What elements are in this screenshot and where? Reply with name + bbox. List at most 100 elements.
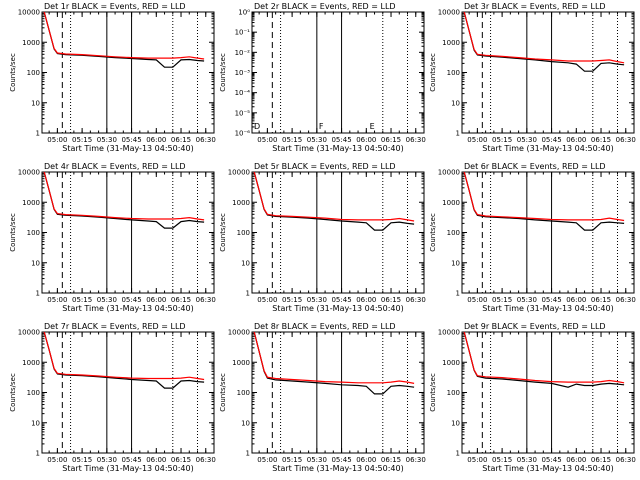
y-tick-label: 10 <box>451 99 460 107</box>
y-tick-label: 1 <box>456 290 460 298</box>
y-tick-label: 1 <box>456 130 460 138</box>
x-tick-label: 05:45 <box>331 136 351 144</box>
series-lld-line <box>43 11 205 60</box>
x-tick-label: 06:15 <box>381 136 401 144</box>
plot-frame <box>461 171 635 294</box>
x-axis-label: Start Time (31-May-13 04:50:40) <box>482 144 613 153</box>
x-tick-label: 06:30 <box>616 296 636 304</box>
panel-title: Det 1r BLACK = Events, RED = LLD <box>44 2 186 11</box>
plot-frame <box>461 331 635 454</box>
panel-det-6: Det 6r BLACK = Events, RED = LLD Counts/s… <box>429 162 636 313</box>
panel-det-3: Det 3r BLACK = Events, RED = LLD Counts/s… <box>429 2 636 153</box>
series-lld-line <box>463 11 625 64</box>
y-tick-label: 10⁻⁴ <box>235 89 251 97</box>
x-axis-label: Start Time (31-May-13 04:50:40) <box>62 144 193 153</box>
x-tick-label: 05:30 <box>517 136 537 144</box>
panel-det-1: Det 1r BLACK = Events, RED = LLD Counts/s… <box>9 2 216 153</box>
marker-label: E <box>370 122 375 131</box>
x-tick-label: 05:15 <box>72 136 92 144</box>
x-tick-label: 06:30 <box>616 456 636 464</box>
x-tick-label: 05:30 <box>307 296 327 304</box>
x-tick-label: 05:00 <box>47 456 67 464</box>
panel-title: Det 2r BLACK = Events, RED = LLD <box>254 2 396 11</box>
y-tick-label: 1000 <box>22 199 40 207</box>
panel-title: Det 7r BLACK = Events, RED = LLD <box>44 322 186 331</box>
y-tick-label: 1 <box>36 290 40 298</box>
x-axis-label: Start Time (31-May-13 04:50:40) <box>62 304 193 313</box>
series-lld-line <box>253 171 415 222</box>
x-tick-label: 06:30 <box>406 136 426 144</box>
series-events-line <box>43 331 205 389</box>
y-axis-label: Counts/sec <box>9 213 17 252</box>
x-tick-label: 06:00 <box>356 136 376 144</box>
series-events-line <box>43 11 205 68</box>
y-tick-label: 10000 <box>18 169 40 177</box>
y-tick-label: 1 <box>36 450 40 458</box>
y-axis-label: Counts/sec <box>219 373 227 412</box>
y-tick-label: 10000 <box>228 169 250 177</box>
series-lld-line <box>463 331 625 384</box>
x-tick-label: 05:15 <box>282 136 302 144</box>
y-axis-label: Counts/sec <box>219 53 227 92</box>
x-axis-label: Start Time (31-May-13 04:50:40) <box>272 304 403 313</box>
x-tick-label: 05:30 <box>517 456 537 464</box>
panel-det-8: Det 8r BLACK = Events, RED = LLD Counts/s… <box>219 322 426 473</box>
x-tick-label: 05:15 <box>492 296 512 304</box>
x-tick-label: 05:30 <box>307 136 327 144</box>
panel-det-2: Det 2r BLACK = Events, RED = LLD Counts/s… <box>219 2 426 153</box>
y-tick-label: 10 <box>451 419 460 427</box>
x-tick-label: 05:45 <box>541 296 561 304</box>
series-events-line <box>43 171 205 229</box>
x-tick-label: 05:00 <box>47 296 67 304</box>
y-tick-label: 10 <box>241 419 250 427</box>
x-tick-label: 05:45 <box>331 296 351 304</box>
y-tick-label: 1 <box>246 450 250 458</box>
y-tick-label: 1000 <box>442 359 460 367</box>
x-tick-label: 06:15 <box>591 456 611 464</box>
panel-title: Det 4r BLACK = Events, RED = LLD <box>44 162 186 171</box>
y-tick-label: 10000 <box>438 169 460 177</box>
x-tick-label: 05:00 <box>467 296 487 304</box>
plot-frame <box>41 11 215 134</box>
x-tick-label: 06:30 <box>406 296 426 304</box>
y-tick-label: 100 <box>447 69 460 77</box>
y-axis-label: Counts/sec <box>219 213 227 252</box>
plot-frame <box>251 331 425 454</box>
x-tick-label: 05:00 <box>467 456 487 464</box>
x-axis-label: Start Time (31-May-13 04:50:40) <box>272 464 403 473</box>
series-events-line <box>463 11 625 72</box>
x-tick-label: 06:00 <box>146 456 166 464</box>
panel-title: Det 3r BLACK = Events, RED = LLD <box>464 2 606 11</box>
plot-frame <box>251 11 425 134</box>
x-tick-label: 05:30 <box>97 456 117 464</box>
x-tick-label: 06:15 <box>381 456 401 464</box>
x-tick-label: 05:30 <box>97 296 117 304</box>
x-tick-label: 05:45 <box>541 136 561 144</box>
y-axis-label: Counts/sec <box>429 373 437 412</box>
x-tick-label: 06:00 <box>146 296 166 304</box>
x-tick-label: 06:00 <box>356 456 376 464</box>
y-tick-label: 100 <box>447 229 460 237</box>
x-tick-label: 06:00 <box>566 136 586 144</box>
x-axis-label: Start Time (31-May-13 04:50:40) <box>272 144 403 153</box>
panel-det-5: Det 5r BLACK = Events, RED = LLD Counts/s… <box>219 162 426 313</box>
x-tick-label: 05:45 <box>121 296 141 304</box>
panel-title: Det 5r BLACK = Events, RED = LLD <box>254 162 396 171</box>
marker-label: D <box>254 122 260 131</box>
x-tick-label: 05:00 <box>257 296 277 304</box>
x-tick-label: 06:30 <box>196 456 216 464</box>
plot-frame <box>41 171 215 294</box>
y-tick-label: 10000 <box>438 9 460 17</box>
y-tick-label: 1 <box>246 290 250 298</box>
x-tick-label: 05:00 <box>257 136 277 144</box>
x-tick-label: 05:15 <box>282 456 302 464</box>
x-tick-label: 06:15 <box>171 136 191 144</box>
x-tick-label: 06:00 <box>566 456 586 464</box>
panel-title: Det 6r BLACK = Events, RED = LLD <box>464 162 606 171</box>
y-tick-label: 1000 <box>232 199 250 207</box>
panel-title: Det 8r BLACK = Events, RED = LLD <box>254 322 396 331</box>
x-tick-label: 06:15 <box>591 296 611 304</box>
x-tick-label: 05:45 <box>121 456 141 464</box>
x-tick-label: 06:15 <box>381 296 401 304</box>
